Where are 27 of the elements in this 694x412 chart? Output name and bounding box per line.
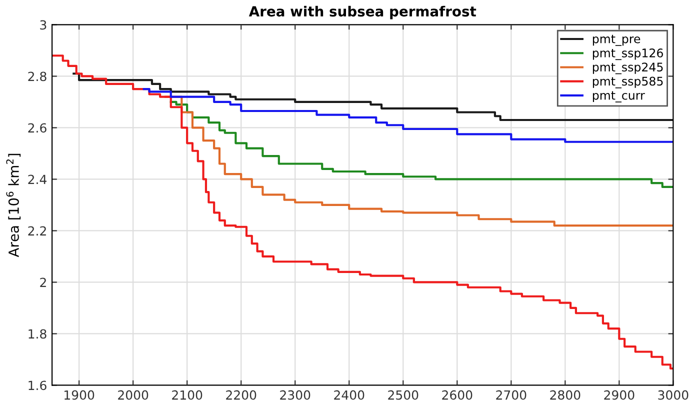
y-tick-label: 2: [40, 278, 46, 287]
x-tick-label: 2000: [118, 390, 148, 400]
legend-label: pmt_curr: [592, 91, 645, 102]
y-axis-title: Area [10$^{6}$ km$^{2}$]: [6, 154, 21, 258]
y-tick-label: 2.6: [28, 123, 46, 133]
x-tick-label: 2600: [442, 390, 472, 400]
x-tick-label: 2300: [280, 390, 310, 400]
x-tick-label: 2100: [172, 390, 202, 400]
legend-label: pmt_ssp245: [592, 62, 663, 74]
y-tick-label: 3: [40, 20, 46, 30]
legend-label: pmt_ssp585: [592, 76, 663, 88]
x-tick-label: 2800: [550, 390, 580, 400]
y-tick-label: 1.6: [28, 380, 46, 390]
y-tick-label: 2.4: [28, 174, 46, 184]
legend-label: pmt_ssp126: [592, 48, 663, 60]
y-tick-label: 2.2: [28, 226, 46, 236]
y-tick-label: 1.8: [28, 329, 46, 339]
x-tick-label: 3000: [658, 390, 688, 400]
x-tick-label: 2500: [388, 390, 418, 400]
x-tick-label: 2400: [334, 390, 364, 400]
x-tick-label: 2900: [604, 390, 634, 400]
x-tick-label: 2200: [226, 390, 256, 400]
legend-label: pmt_pre: [592, 34, 640, 46]
x-tick-label: 2700: [496, 390, 526, 400]
chart-title: Area with subsea permafrost: [248, 6, 476, 20]
y-tick-label: 2.8: [28, 72, 46, 82]
x-tick-label: 1900: [64, 390, 94, 400]
